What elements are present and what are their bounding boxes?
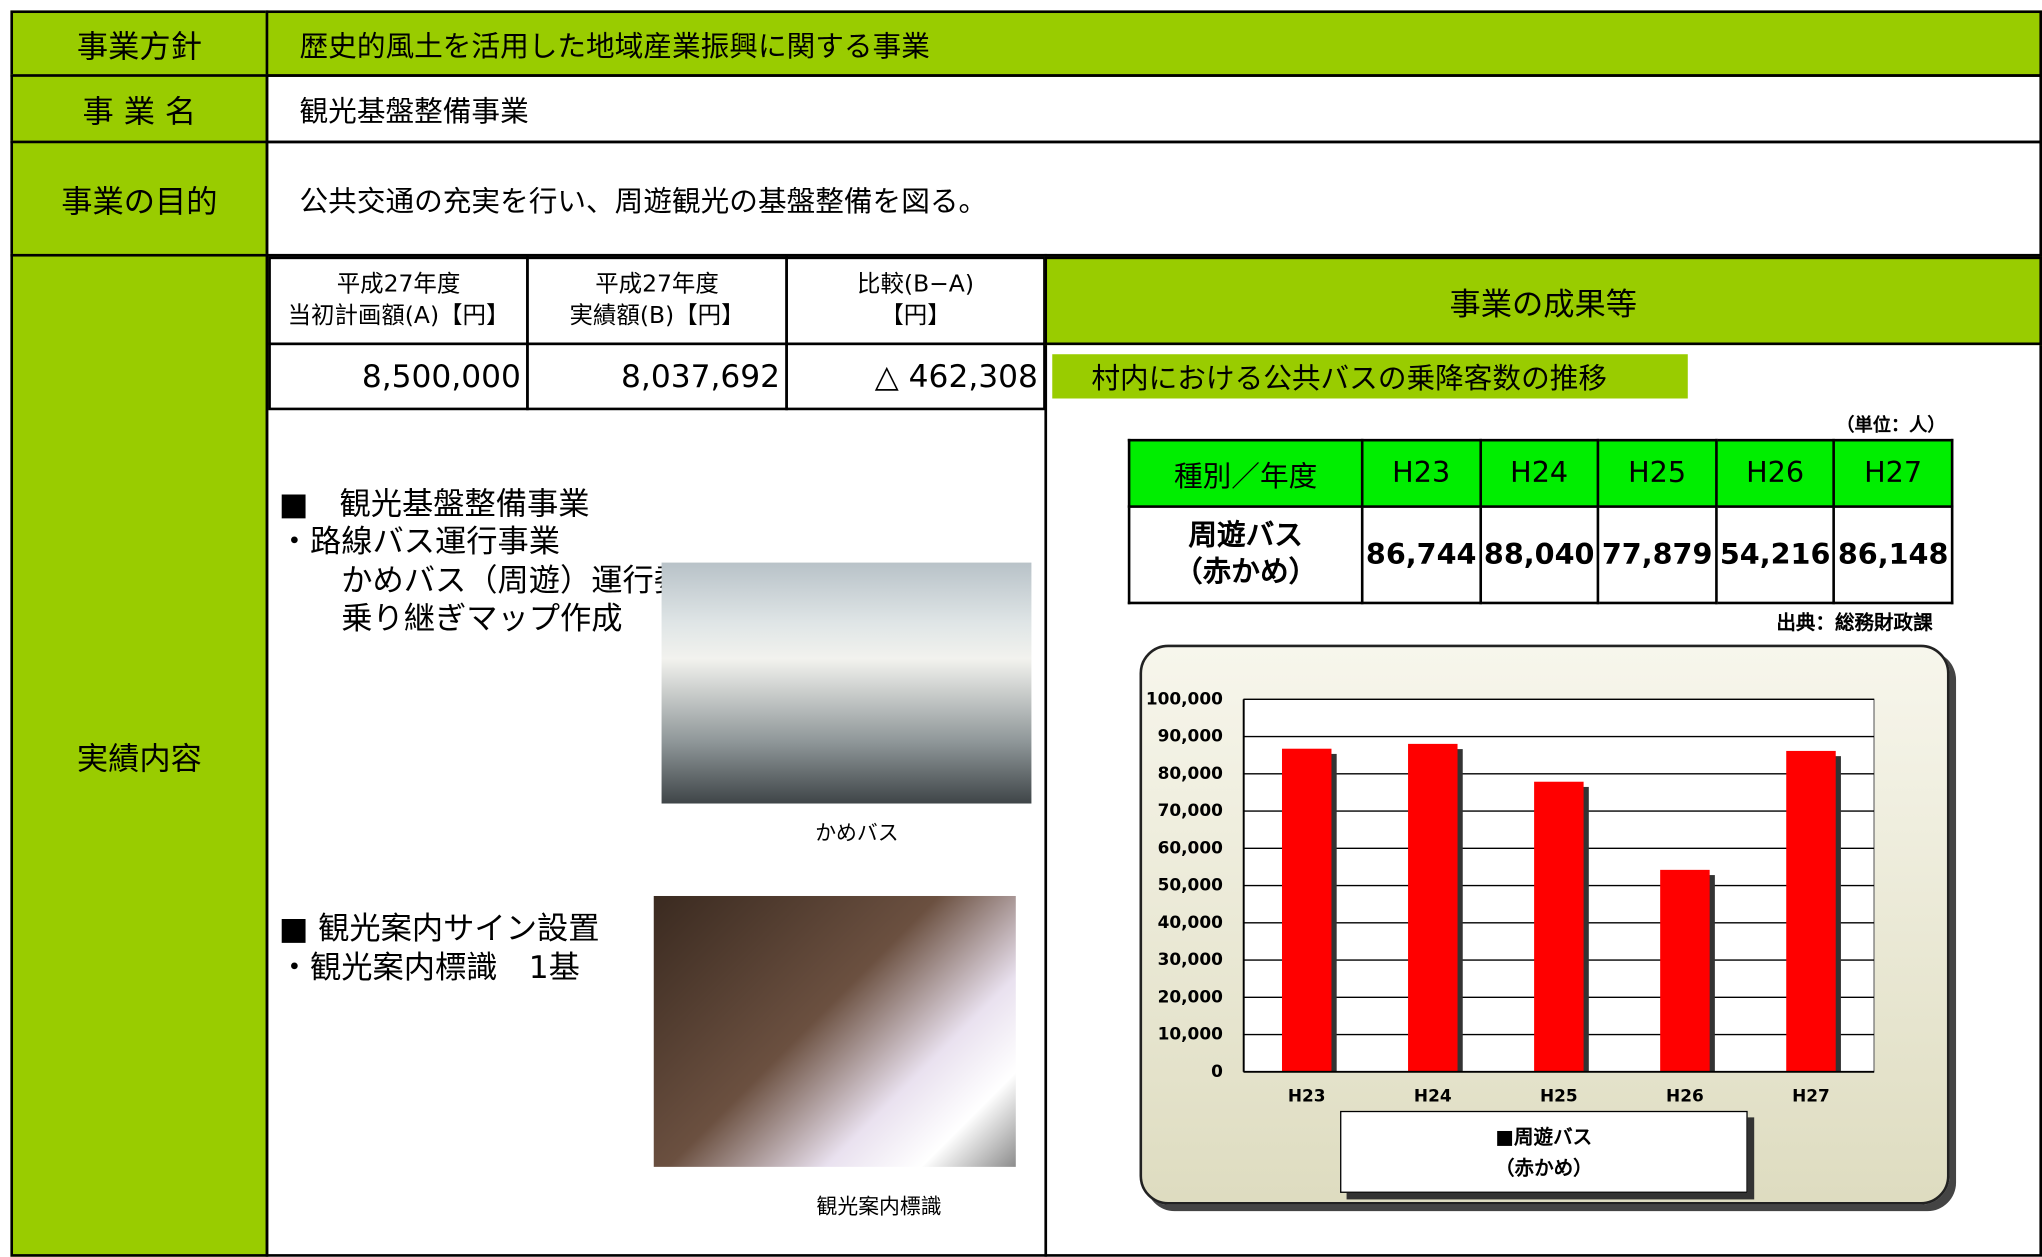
bar — [1660, 869, 1710, 1072]
text: 平成27年度 — [595, 270, 719, 299]
chart: 0 10,000 20,000 30,000 40,000 50,000 60,000 70,… — [1146, 688, 1875, 1106]
row-label: 事業方針 — [10, 10, 269, 77]
bar — [1408, 743, 1458, 1072]
y-tick-label: 30,000 — [1158, 949, 1223, 969]
y-tick-label: 20,000 — [1158, 986, 1223, 1006]
unit: （単位：人） — [1836, 415, 1946, 437]
cell: 周遊バス （赤かめ） — [1127, 505, 1364, 605]
x-tick-label: H23 — [1288, 1086, 1326, 1106]
y-tick-label: 40,000 — [1158, 912, 1223, 932]
cell: 種別／年度 — [1127, 438, 1364, 508]
budget-header: 平成27年度 実績額(B)【円】 — [526, 256, 788, 346]
cell: H23 — [1360, 438, 1482, 508]
results-title: 事業の成果等 — [1044, 256, 2042, 346]
text: かめバス（周遊）運行委託 — [278, 561, 717, 599]
legend-label: ■周遊バス （赤かめ） — [1495, 1124, 1593, 1180]
y-tick-label: 0 — [1211, 1061, 1223, 1081]
x-tick-label: H24 — [1414, 1086, 1452, 1106]
budget-value: 8,037,692 — [526, 342, 788, 411]
row-content: 観光基盤整備事業 — [265, 74, 2042, 144]
cell: H24 — [1478, 438, 1600, 508]
photo-caption: かめバス — [815, 820, 899, 846]
cell: H26 — [1714, 438, 1836, 508]
results-subtitle: 村内における公共バスの乗降客数の推移 — [1052, 354, 1688, 399]
row-content: 公共交通の充実を行い、周遊観光の基盤整備を図る。 — [265, 140, 2042, 257]
section2: ■ 観光案内サイン設置 ・観光案内標識 1基 — [279, 870, 600, 987]
y-tick-label: 100,000 — [1146, 688, 1223, 708]
text: ■ 観光案内サイン設置 — [278, 910, 600, 947]
y-tick-label: 10,000 — [1158, 1024, 1223, 1044]
bar — [1534, 781, 1584, 1072]
cell: 54,216 — [1714, 505, 1836, 605]
text: ・路線バス運行事業 — [278, 523, 560, 560]
text: ・観光案内標識 1基 — [278, 949, 580, 986]
section1: ■ 観光基盤整備事業 ・路線バス運行事業 かめバス（周遊）運行委託 乗り継ぎマップ… — [279, 447, 717, 639]
budget-value: 8,500,000 — [268, 342, 529, 411]
cell: H27 — [1832, 438, 1954, 508]
budget-header: 平成27年度当初計画額(A)【円】 — [268, 256, 529, 346]
text: 【円】 — [880, 302, 951, 330]
chart-frame: 0 10,000 20,000 30,000 40,000 50,000 60,000 70,… — [1139, 644, 1950, 1205]
x-tick-label: H27 — [1792, 1086, 1830, 1106]
legend: ■周遊バス （赤かめ） — [1340, 1110, 1748, 1193]
y-tick-label: 50,000 — [1158, 875, 1223, 895]
row-label: 事業の目的 — [10, 140, 269, 257]
data-table: 種別／年度 H23 H24 H25 H26 H27 周遊バス （赤かめ） 86,744 88,0… — [1127, 438, 1954, 605]
cell: 86,744 — [1360, 505, 1482, 605]
budget-value: △ 462,308 — [785, 342, 1046, 411]
y-tick-label: 70,000 — [1158, 800, 1223, 820]
cell: 77,879 — [1596, 505, 1718, 605]
text: 当初計画額(A)【円】 — [287, 302, 510, 330]
text: 乗り継ぎマップ作成 — [278, 600, 623, 637]
row-content: 歴史的風土を活用した地域産業振興に関する事業 — [265, 10, 2042, 77]
y-tick-label: 80,000 — [1158, 763, 1223, 783]
x-tick-label: H26 — [1666, 1086, 1704, 1106]
row-label: 事 業 名 — [10, 74, 269, 144]
text: （赤かめ） — [1174, 556, 1318, 589]
bar — [1786, 750, 1836, 1072]
text: ■ 観光基盤整備事業 — [278, 485, 590, 522]
text: 実績額(B)【円】 — [569, 302, 745, 330]
y-tick-label: 90,000 — [1158, 726, 1223, 746]
sign-photo — [653, 895, 1016, 1167]
cell: 86,148 — [1832, 505, 1954, 605]
bar — [1281, 748, 1332, 1072]
text: 周遊バス — [1188, 519, 1303, 553]
y-tick-label: 60,000 — [1158, 837, 1223, 857]
text: 平成27年度 — [336, 270, 461, 299]
cell: 88,040 — [1478, 505, 1600, 605]
photo-caption: 観光案内標識 — [816, 1194, 942, 1219]
budget-header: 比較(B−A) 【円】 — [785, 256, 1046, 346]
source: 出典：総務財政課 — [1776, 610, 1933, 635]
bus-photo — [661, 562, 1032, 804]
cell: H25 — [1596, 438, 1718, 508]
row-label: 実績内容 — [10, 253, 269, 1257]
x-tick-label: H25 — [1540, 1086, 1578, 1106]
text: 比較(B−A) — [857, 270, 974, 299]
